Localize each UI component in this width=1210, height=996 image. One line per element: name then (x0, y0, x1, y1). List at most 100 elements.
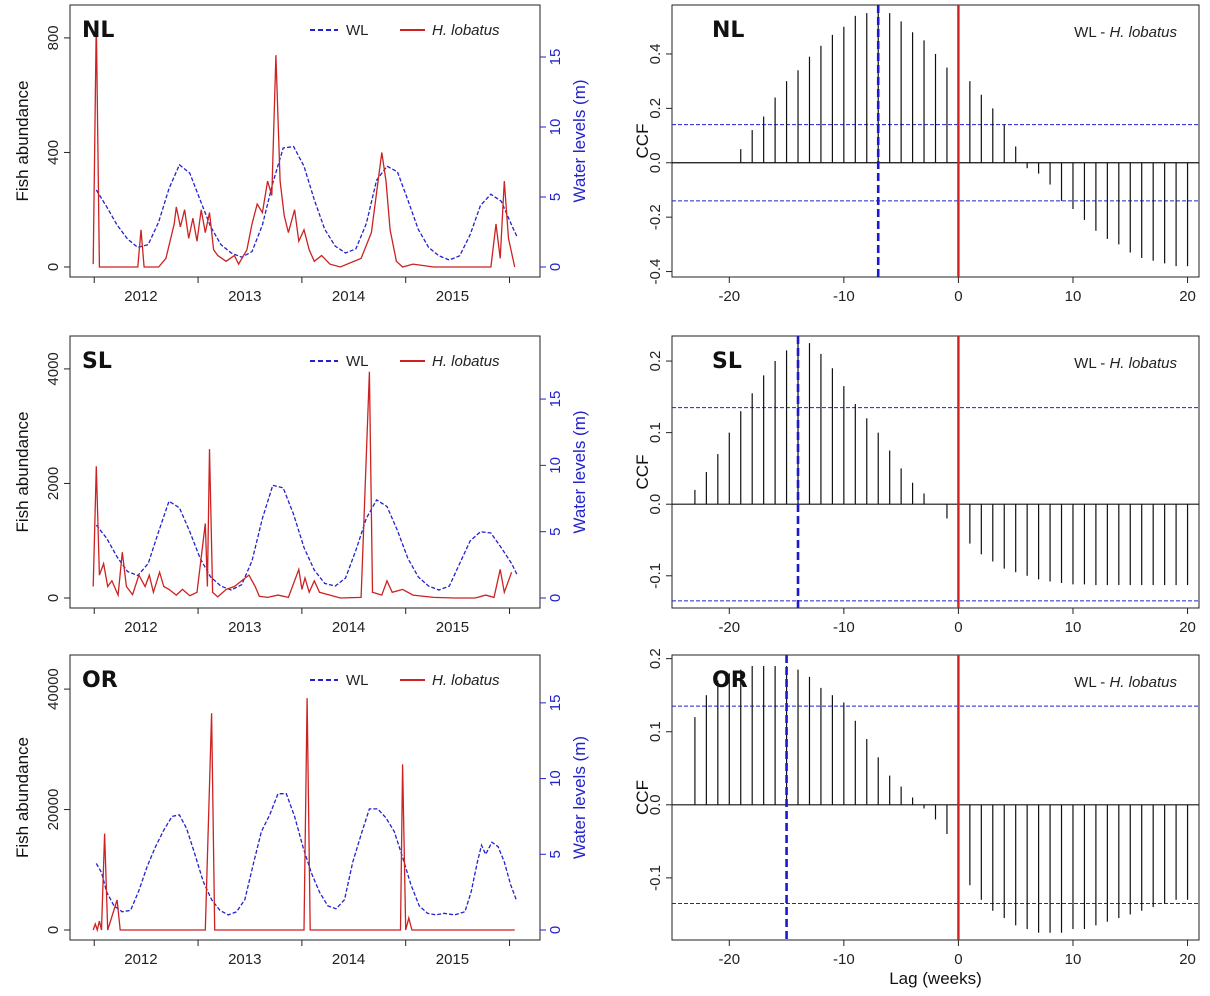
x-tick-label: 2014 (332, 951, 365, 968)
y-tick-label: 20000 (45, 789, 62, 831)
y2-axis-title: Water levels (m) (570, 79, 589, 202)
fish-series-line (92, 698, 515, 933)
y2-tick-label: 15 (547, 49, 564, 66)
plot-frame (671, 4, 1200, 278)
x-tick-label: -20 (718, 288, 740, 305)
ccf-annotation: WL - H. lobatus (1074, 674, 1177, 691)
y-tick-label: -0.2 (647, 204, 664, 230)
y2-tick-label: 5 (547, 528, 564, 536)
y-tick-label: -0.4 (647, 259, 664, 285)
y-tick-label: 0.1 (647, 721, 664, 742)
plot-frame (69, 4, 541, 278)
y2-tick-label: 10 (547, 119, 564, 136)
y-tick-label: -0.1 (647, 563, 664, 589)
y-tick-label: 0.0 (647, 152, 664, 173)
y2-tick-label: 0 (547, 926, 564, 934)
plot-frame (671, 335, 1200, 609)
legend-fish-label: H. lobatus (432, 672, 500, 689)
panel-label: NL (82, 18, 114, 43)
ccf-annotation: WL - H. lobatus (1074, 24, 1177, 41)
wl-series-line (95, 145, 518, 261)
x-tick-label: -10 (833, 288, 855, 305)
y-axis-title: CCF (633, 124, 652, 159)
y2-tick-label: 15 (547, 695, 564, 712)
x-tick-label: 0 (954, 619, 962, 636)
panel-label: NL (712, 18, 744, 43)
x-tick-label: 2012 (124, 951, 157, 968)
y-tick-label: 0.1 (647, 422, 664, 443)
y-axis-title: CCF (633, 455, 652, 490)
timeseries-panel-or: 0 20000 40000 0 5 10 15 2012 2013 2014 2015 Fish ab… (13, 654, 589, 968)
x-tick-label: -10 (833, 951, 855, 968)
y-tick-label: 0.0 (647, 494, 664, 515)
legend-wl-label: WL (346, 353, 369, 370)
y-tick-label: 0 (45, 926, 62, 934)
x-tick-label: 2012 (124, 288, 157, 305)
y-axis-title: Fish abundance (13, 737, 32, 858)
x-tick-label: -20 (718, 619, 740, 636)
y-tick-label: 400 (45, 140, 62, 165)
y2-tick-label: 15 (547, 391, 564, 408)
ccf-panel-or: -0.1 0.0 0.1 0.2 -20 -10 0 10 20 CCF Lag (weeks) OR… (633, 648, 1200, 988)
fish-series-line (92, 20, 516, 268)
timeseries-panel-nl: 0 400 800 0 5 10 15 2012 2013 2014 2015 Fish abunda… (13, 4, 589, 305)
x-tick-label: 2015 (436, 288, 469, 305)
y2-tick-label: 0 (547, 263, 564, 271)
y-tick-label: 0 (45, 263, 62, 271)
y2-tick-label: 5 (547, 850, 564, 858)
legend-wl-label: WL (346, 22, 369, 39)
x-tick-label: 20 (1179, 288, 1196, 305)
x-tick-label: 10 (1065, 619, 1082, 636)
y-tick-label: 0.0 (647, 794, 664, 815)
y2-axis-title: Water levels (m) (570, 410, 589, 533)
x-tick-label: 10 (1065, 951, 1082, 968)
y2-axis-title: Water levels (m) (570, 736, 589, 859)
wl-series-line (95, 484, 518, 591)
timeseries-panel-sl: 0 2000 4000 0 5 10 15 2012 2013 2014 2015 Fish abun… (13, 335, 589, 636)
panel-label: SL (712, 349, 742, 374)
panel-label: OR (82, 668, 118, 693)
ccf-annotation: WL - H. lobatus (1074, 355, 1177, 372)
x-tick-label: 0 (954, 951, 962, 968)
ccf-panel-nl: -0.4 -0.2 0.0 0.2 0.4 -20 -10 0 10 20 CCF NL WL - H.… (633, 4, 1200, 305)
x-tick-label: 0 (954, 288, 962, 305)
wl-series-line (95, 793, 518, 916)
fish-series-line (92, 371, 513, 599)
x-tick-label: 2013 (228, 951, 261, 968)
y-tick-label: 0.2 (647, 351, 664, 372)
panel-label: SL (82, 349, 112, 374)
plot-frame (671, 654, 1200, 941)
y-tick-label: 2000 (45, 467, 62, 500)
ccf-panel-sl: -0.1 0.0 0.1 0.2 -20 -10 0 10 20 CCF SL WL - H. lob… (633, 335, 1200, 636)
y-axis-title: CCF (633, 780, 652, 815)
x-tick-label: 2015 (436, 951, 469, 968)
x-tick-label: 20 (1179, 951, 1196, 968)
legend-fish-label: H. lobatus (432, 22, 500, 39)
x-tick-label: 2015 (436, 619, 469, 636)
legend-wl-label: WL (346, 672, 369, 689)
y-tick-label: 0 (45, 594, 62, 602)
x-tick-label: -10 (833, 619, 855, 636)
plot-frame (69, 335, 541, 609)
x-tick-label: 10 (1065, 288, 1082, 305)
x-tick-label: 2013 (228, 619, 261, 636)
legend-fish-label: H. lobatus (432, 353, 500, 370)
x-tick-label: -20 (718, 951, 740, 968)
y2-tick-label: 0 (547, 594, 564, 602)
y-tick-label: 4000 (45, 352, 62, 385)
y-tick-label: -0.1 (647, 865, 664, 891)
y2-tick-label: 10 (547, 770, 564, 787)
y-axis-title: Fish abundance (13, 81, 32, 202)
plot-frame (69, 654, 541, 941)
y-axis-title: Fish abundance (13, 412, 32, 533)
x-tick-label: 2014 (332, 619, 365, 636)
x-tick-label: 2012 (124, 619, 157, 636)
y-tick-label: 0.2 (647, 648, 664, 669)
y-tick-label: 0.2 (647, 98, 664, 119)
x-tick-label: 2013 (228, 288, 261, 305)
y2-tick-label: 5 (547, 193, 564, 201)
x-tick-label: 20 (1179, 619, 1196, 636)
y2-tick-label: 10 (547, 457, 564, 474)
